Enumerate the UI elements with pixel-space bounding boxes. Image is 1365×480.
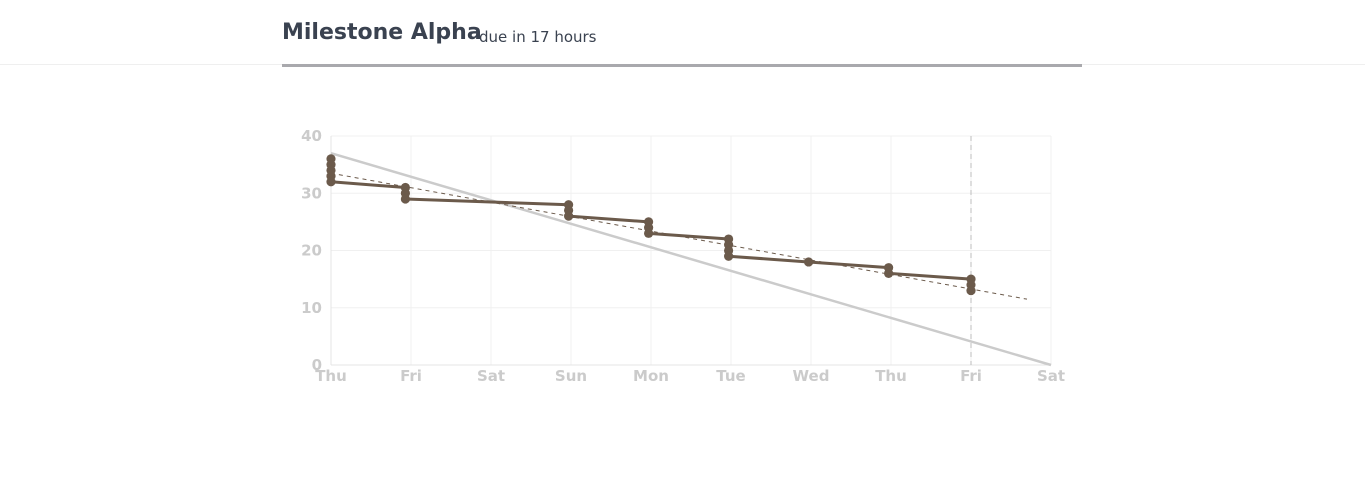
y-tick-label-3: 30 <box>301 184 322 202</box>
x-tick-label-8: Fri <box>960 367 982 385</box>
data-point-18 <box>804 257 814 267</box>
tick-labels: Thu Fri Sat Sun Mon Tue Wed Thu Fri Sat 0 10 20 30 40 <box>301 127 1065 385</box>
ideal-line <box>330 151 1052 367</box>
milestone-title: Milestone Alpha <box>282 20 482 45</box>
y-tick-label-2: 20 <box>301 242 322 260</box>
milestone-header: Milestone Alpha due in 17 hours <box>282 0 1082 67</box>
page-header: Milestone Alpha due in 17 hours <box>0 0 1365 67</box>
y-tick-label-1: 10 <box>301 299 322 317</box>
data-point-10 <box>564 211 574 221</box>
data-point-4 <box>326 177 336 187</box>
x-tick-label-2: Sat <box>477 367 505 385</box>
x-tick-label-0: Thu <box>315 367 347 385</box>
x-tick-label-9: Sat <box>1037 367 1065 385</box>
data-points <box>326 154 976 296</box>
x-tick-label-5: Tue <box>716 367 745 385</box>
y-tick-label-0: 0 <box>312 356 322 374</box>
ideal-line-layer <box>330 151 1052 367</box>
x-tick-label-1: Fri <box>400 367 422 385</box>
milestone-due-text: due in 17 hours <box>479 28 597 46</box>
data-point-20 <box>884 268 894 278</box>
x-tick-label-7: Thu <box>875 367 907 385</box>
data-point-13 <box>644 228 654 238</box>
grid <box>330 135 1052 366</box>
x-tick-label-3: Sun <box>555 367 587 385</box>
y-tick-label-4: 40 <box>301 127 322 145</box>
data-point-17 <box>724 251 734 261</box>
data-point-7 <box>400 194 410 204</box>
x-tick-label-6: Wed <box>793 367 830 385</box>
data-point-23 <box>966 285 976 296</box>
x-tick-label-4: Mon <box>633 367 669 385</box>
